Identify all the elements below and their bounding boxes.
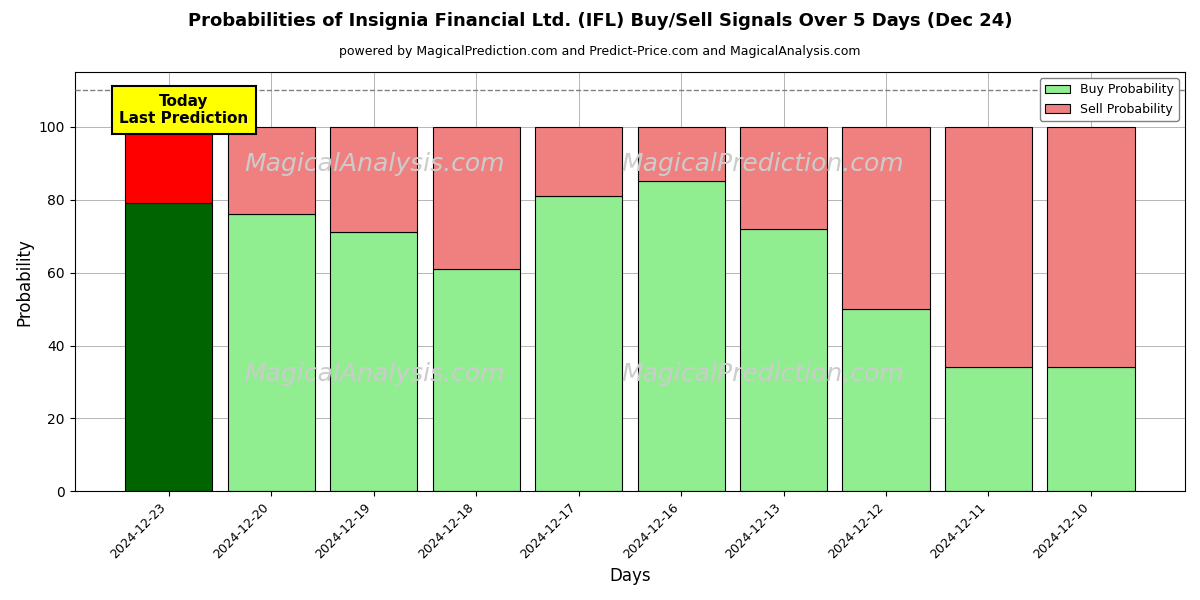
Text: MagicalPrediction.com: MagicalPrediction.com [622,362,905,386]
Bar [637,127,725,181]
Bar [125,127,212,203]
Bar [535,127,622,196]
Bar [842,127,930,309]
Text: powered by MagicalPrediction.com and Predict-Price.com and MagicalAnalysis.com: powered by MagicalPrediction.com and Pre… [340,45,860,58]
Bar [330,127,418,232]
X-axis label: Days: Days [610,567,650,585]
Bar [432,269,520,491]
Bar [740,127,827,229]
Bar [535,196,622,491]
Text: MagicalPrediction.com: MagicalPrediction.com [622,152,905,176]
Bar [125,203,212,491]
Bar [637,181,725,491]
Bar [944,127,1032,367]
Text: MagicalAnalysis.com: MagicalAnalysis.com [244,152,505,176]
Text: Today
Last Prediction: Today Last Prediction [120,94,248,126]
Bar [944,367,1032,491]
Bar [842,309,930,491]
Bar [432,127,520,269]
Bar [228,214,314,491]
Bar [228,127,314,214]
Bar [1048,127,1134,367]
Legend: Buy Probability, Sell Probability: Buy Probability, Sell Probability [1040,78,1178,121]
Bar [330,232,418,491]
Bar [740,229,827,491]
Bar [1048,367,1134,491]
Y-axis label: Probability: Probability [16,238,34,326]
Text: MagicalAnalysis.com: MagicalAnalysis.com [244,362,505,386]
Text: Probabilities of Insignia Financial Ltd. (IFL) Buy/Sell Signals Over 5 Days (Dec: Probabilities of Insignia Financial Ltd.… [187,12,1013,30]
